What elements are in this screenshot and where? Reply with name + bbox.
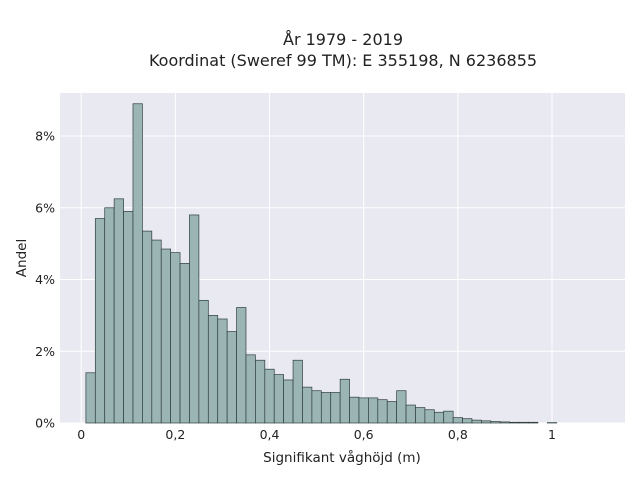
histogram-bar bbox=[292, 359, 303, 424]
histogram-bar bbox=[217, 318, 228, 424]
x-axis-title: Signifikant våghöjd (m) bbox=[263, 449, 421, 466]
histogram-bar bbox=[302, 386, 313, 424]
histogram-bar bbox=[339, 378, 350, 424]
histogram-bar bbox=[283, 379, 294, 424]
histogram-bar bbox=[132, 103, 143, 424]
histogram-bar bbox=[273, 374, 284, 424]
histogram-bar bbox=[255, 359, 266, 424]
y-axis-ticks: 0% 2% 4% 6% 8% bbox=[35, 129, 55, 431]
x-tick-label: 0,8 bbox=[448, 427, 468, 442]
histogram-bar bbox=[113, 198, 124, 424]
histogram-bar bbox=[368, 397, 379, 424]
histogram-bar bbox=[207, 315, 219, 424]
histogram-bar bbox=[179, 263, 190, 424]
histogram-bar bbox=[236, 307, 247, 424]
histogram-bar bbox=[85, 372, 96, 424]
x-tick-label: 0 bbox=[77, 427, 85, 442]
histogram-bar bbox=[151, 239, 162, 424]
histogram-bar bbox=[330, 392, 341, 424]
histogram-bar bbox=[443, 410, 454, 424]
histogram-bar bbox=[452, 417, 463, 424]
y-axis-title: Andel bbox=[14, 239, 30, 277]
y-tick-label: 8% bbox=[35, 129, 55, 144]
histogram-bar bbox=[264, 368, 275, 424]
histogram-bar bbox=[386, 401, 397, 424]
histogram-bar bbox=[528, 421, 539, 424]
y-tick-label: 6% bbox=[35, 200, 55, 215]
histogram-bar bbox=[94, 218, 106, 424]
histogram-bar bbox=[189, 214, 200, 424]
chart-subtitle: Koordinat (Sweref 99 TM): E 355198, N 62… bbox=[149, 51, 537, 70]
histogram-bar bbox=[405, 404, 416, 424]
histogram-bar bbox=[198, 299, 209, 424]
x-tick-label: 1 bbox=[548, 427, 556, 442]
x-tick-label: 0,2 bbox=[165, 427, 185, 442]
histogram-bar bbox=[245, 354, 256, 424]
histogram-bar bbox=[509, 421, 520, 424]
histogram-bar bbox=[170, 252, 181, 424]
histogram-bar bbox=[160, 248, 171, 424]
histogram-bar bbox=[377, 399, 388, 424]
y-tick-label: 2% bbox=[35, 344, 55, 359]
histogram-bar bbox=[396, 390, 407, 424]
histogram-bar bbox=[320, 392, 332, 424]
y-tick-label: 4% bbox=[35, 272, 55, 287]
x-tick-label: 0,6 bbox=[354, 427, 374, 442]
histogram-bar bbox=[518, 421, 529, 424]
histogram-bar bbox=[433, 411, 445, 424]
histogram-bar bbox=[123, 211, 134, 424]
histogram-bar bbox=[462, 418, 473, 424]
histogram-bar bbox=[424, 409, 435, 424]
histogram-bar bbox=[104, 207, 115, 424]
y-tick-label: 0% bbox=[35, 416, 55, 431]
histogram-bar bbox=[415, 407, 426, 424]
histogram-bar bbox=[349, 396, 360, 424]
histogram-bars bbox=[85, 103, 558, 424]
histogram-bar bbox=[226, 331, 237, 424]
histogram-bar bbox=[499, 421, 510, 424]
histogram-bar bbox=[142, 230, 153, 424]
histogram-bar bbox=[490, 421, 501, 424]
histogram-bar bbox=[481, 420, 492, 424]
x-tick-label: 0,4 bbox=[260, 427, 280, 442]
histogram-bar bbox=[358, 397, 369, 424]
chart-title: År 1979 - 2019 bbox=[283, 30, 403, 49]
histogram-bar bbox=[311, 390, 322, 424]
x-axis-ticks: 0 0,2 0,4 0,6 0,8 1 bbox=[77, 427, 556, 442]
histogram-bar bbox=[471, 419, 482, 424]
